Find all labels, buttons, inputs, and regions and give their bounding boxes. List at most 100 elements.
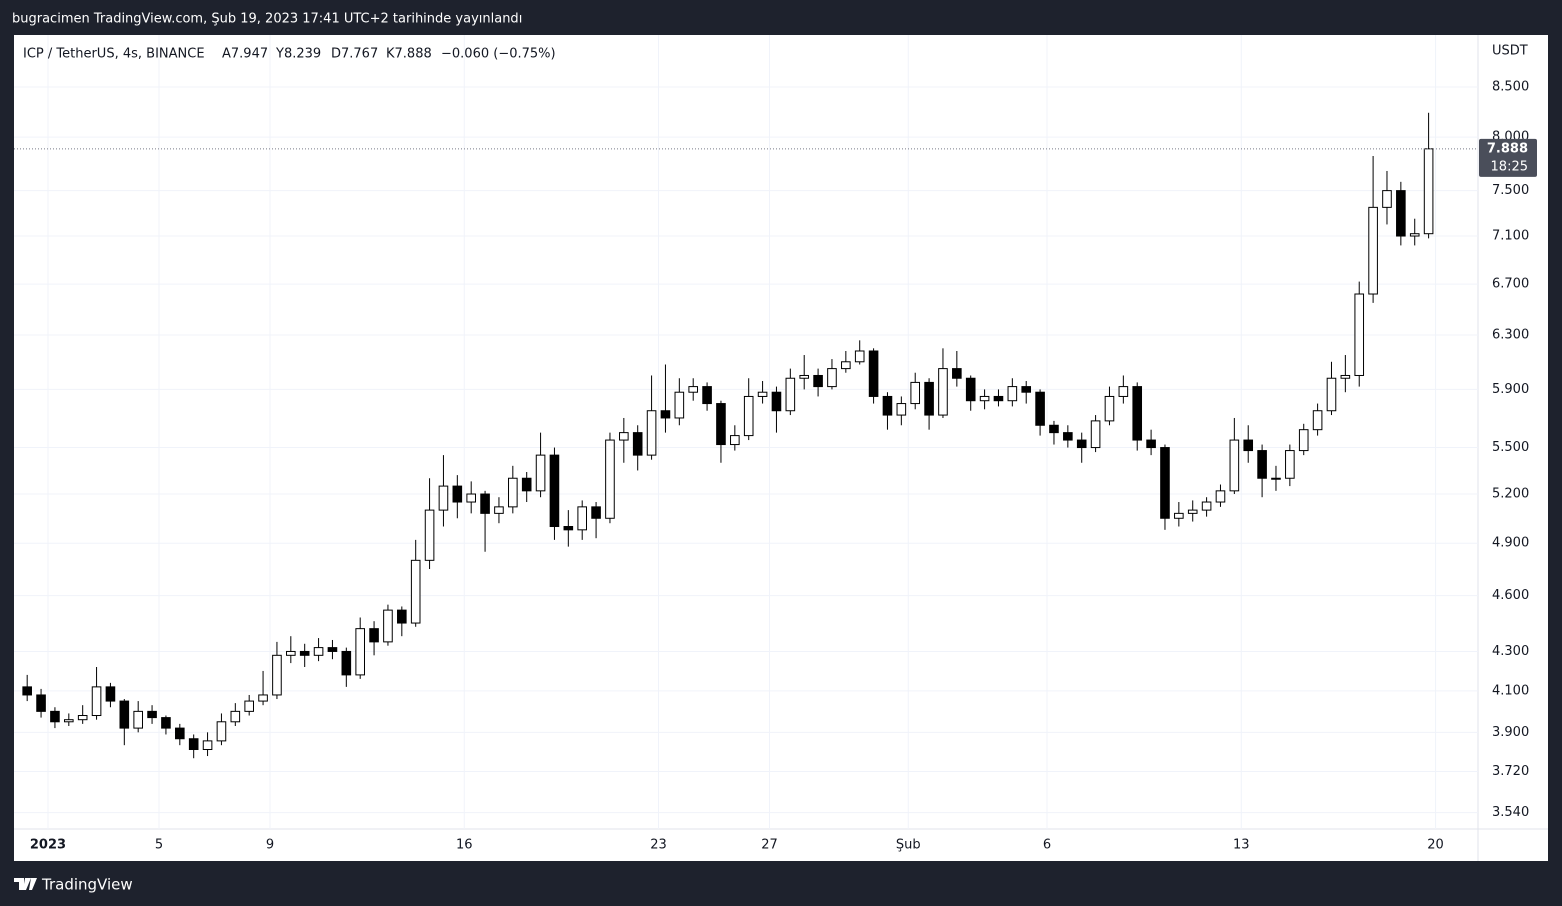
candle-body [369, 628, 379, 643]
legend-symbol: ICP / TetherUS, 4s, BINANCE [23, 47, 205, 62]
candle-body [258, 694, 268, 702]
last-price-label: 7.888 [1487, 141, 1528, 156]
candle-body [577, 506, 588, 531]
candle-body [1340, 374, 1351, 379]
brand-logo [14, 878, 37, 890]
candle-body [1229, 439, 1240, 492]
candle-body [896, 403, 907, 416]
candle-body [175, 727, 185, 740]
candle-body [105, 686, 116, 702]
legend-high: Y8.239 [275, 47, 321, 62]
candle-body [535, 454, 546, 492]
candle-body [77, 715, 88, 721]
candle-body [286, 650, 296, 656]
candle-body [688, 386, 699, 393]
y-tick-label: 7.100 [1492, 229, 1529, 244]
candle-body [313, 647, 324, 656]
y-tick-label: 6.300 [1492, 328, 1529, 343]
candle-body [882, 395, 893, 416]
x-tick-label: 23 [650, 838, 667, 853]
candle-body [938, 368, 948, 416]
candle-body [1215, 490, 1226, 503]
candle-body [1298, 429, 1309, 452]
candle-body [521, 477, 532, 492]
candle-body [1063, 432, 1073, 441]
candle-body [1326, 377, 1337, 412]
candle-body [660, 410, 671, 419]
candle-body [771, 391, 782, 412]
candle-body [605, 439, 615, 519]
candle-body [1423, 148, 1434, 235]
y-tick-label: 5.200 [1492, 487, 1529, 502]
candle-body [383, 609, 393, 643]
x-tick-label: 13 [1233, 838, 1250, 853]
y-tick-label: 4.100 [1492, 683, 1529, 698]
candle-body [730, 435, 740, 446]
candle-body [813, 374, 823, 388]
x-tick-label: Şub [896, 838, 921, 853]
candle-body [563, 526, 574, 531]
candle-body [799, 374, 810, 379]
candle-body [133, 710, 143, 729]
candle-body [244, 700, 254, 712]
legend-open: A7.947 [222, 47, 268, 62]
labels: ICP / TetherUS, 4s, BINANCE A7.947 Y8.23… [23, 44, 1537, 853]
candle-body [272, 654, 282, 696]
x-tick-label: 16 [456, 838, 473, 853]
countdown: 18:25 [1491, 159, 1528, 174]
candle-body [1104, 395, 1115, 422]
candle-body [854, 350, 865, 363]
candle-body [619, 432, 629, 441]
candle-body [1090, 420, 1101, 449]
y-tick-label: 8.500 [1492, 79, 1529, 94]
candle-body [702, 386, 712, 405]
candle-body [757, 391, 768, 397]
grid [14, 35, 1478, 829]
candle-body [147, 710, 157, 719]
candle-body [979, 395, 990, 402]
candle-body [1285, 450, 1295, 479]
candle-body [549, 454, 560, 528]
candle-body [646, 410, 657, 456]
y-tick-label: 4.300 [1492, 644, 1529, 659]
candle-body [1076, 439, 1087, 449]
x-tick-label: 5 [155, 838, 163, 853]
y-tick-label: 6.700 [1492, 277, 1529, 292]
candle-body [36, 694, 46, 712]
y-tick-label: 5.500 [1492, 440, 1529, 455]
x-tick-label: 9 [266, 838, 274, 853]
candle-body [1132, 386, 1143, 441]
currency: USDT [1492, 44, 1528, 59]
candle-body [161, 717, 171, 729]
candle-body [868, 350, 879, 397]
x-tick-label: 2023 [30, 838, 66, 853]
candle-body [785, 377, 796, 412]
candle-body [1021, 386, 1032, 393]
legend-low: D7.767 [331, 47, 378, 62]
candle-body [327, 647, 338, 652]
candle-body [1146, 439, 1156, 449]
last-price-badge [1479, 138, 1537, 177]
candle-body [119, 700, 130, 729]
candle-body [64, 719, 74, 723]
y-tick-label: 3.540 [1492, 805, 1529, 820]
candle-body [22, 686, 32, 696]
candle-body [188, 738, 199, 751]
y-tick-label: 4.600 [1492, 588, 1529, 603]
candle-body [424, 509, 435, 561]
candle-body [1271, 477, 1281, 480]
candle-body [202, 740, 213, 751]
candle-body [716, 403, 726, 446]
candle-body [1243, 439, 1254, 452]
candle-body [910, 381, 921, 405]
candle-body [1368, 206, 1378, 295]
candle-body [299, 650, 310, 656]
x-tick-label: 27 [761, 838, 778, 853]
candle-body [1257, 450, 1267, 479]
candle-body [494, 506, 504, 514]
candle-body [1187, 509, 1198, 514]
candle-body [50, 710, 60, 723]
candle-body [841, 361, 851, 370]
candle-body [1354, 293, 1365, 376]
